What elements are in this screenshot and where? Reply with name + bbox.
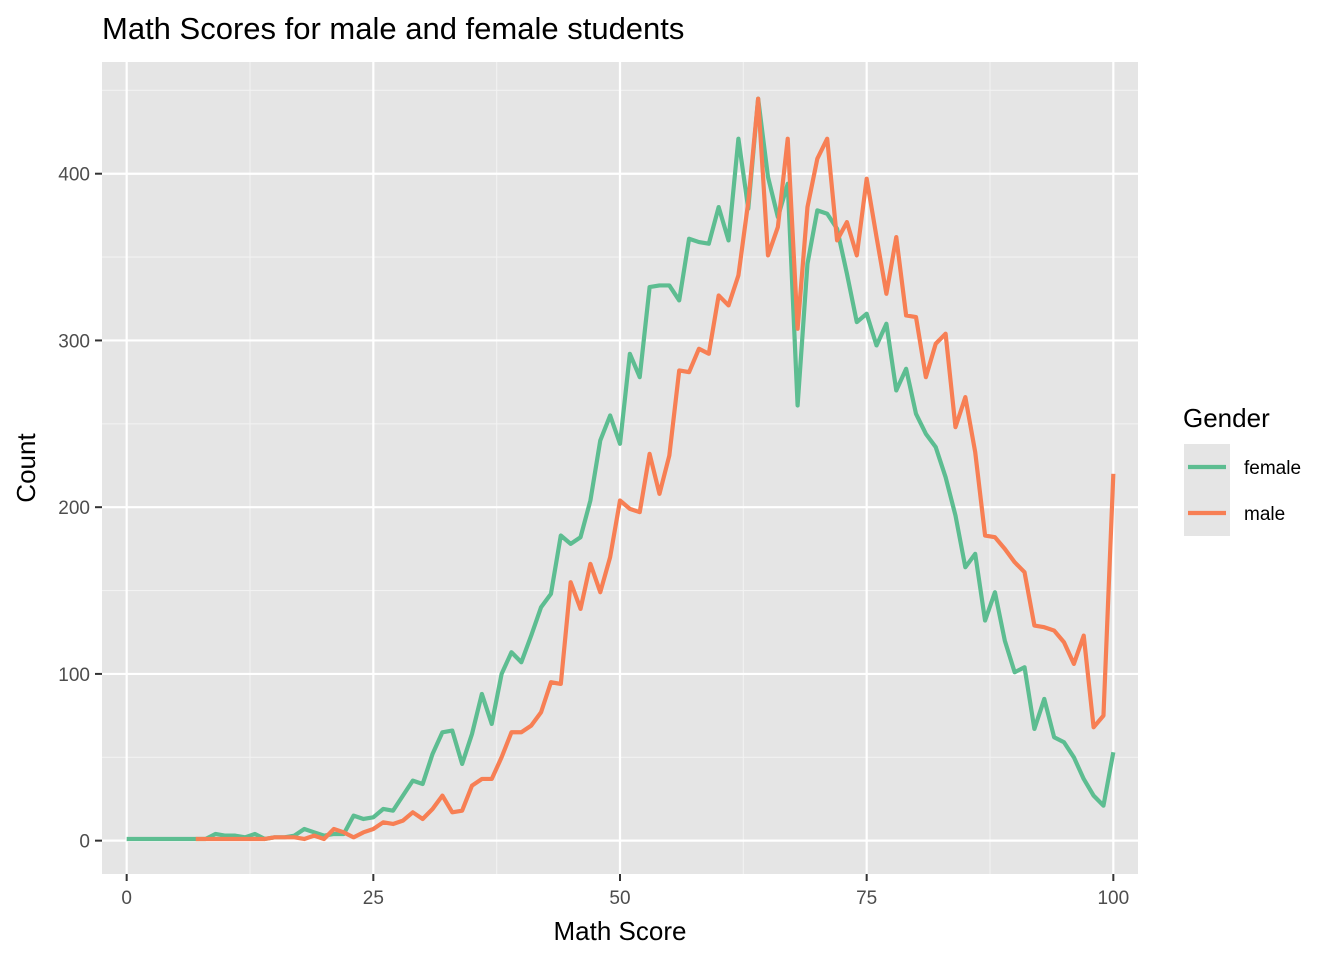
x-tick-label: 0 — [121, 888, 132, 909]
y-axis-title: Count — [11, 433, 41, 503]
x-tick-label: 25 — [363, 888, 384, 909]
series-lines — [126, 96, 1116, 842]
y-tick-label: 100 — [58, 665, 90, 686]
y-tick-label: 0 — [79, 832, 90, 853]
series-line-male — [195, 96, 1116, 842]
major-gridlines — [102, 62, 1138, 874]
chart-title: Math Scores for male and female students — [102, 11, 684, 46]
legend-title: Gender — [1183, 403, 1270, 433]
legend-label: male — [1244, 504, 1285, 525]
y-tick-label: 300 — [58, 331, 90, 352]
y-axis: 0 100 200 300 400 — [58, 165, 102, 853]
x-axis: 0 25 50 75 100 — [121, 874, 1129, 909]
y-tick-label: 400 — [58, 165, 90, 186]
y-tick-label: 200 — [58, 498, 90, 519]
legend-item-female: female — [1184, 444, 1301, 490]
legend-label: female — [1244, 458, 1301, 479]
legend: Gender female male — [1183, 403, 1301, 536]
x-tick-label: 75 — [856, 888, 877, 909]
x-tick-label: 50 — [609, 888, 630, 909]
x-axis-title: Math Score — [554, 916, 687, 946]
x-tick-label: 100 — [1097, 888, 1129, 909]
legend-item-male: male — [1184, 490, 1285, 536]
